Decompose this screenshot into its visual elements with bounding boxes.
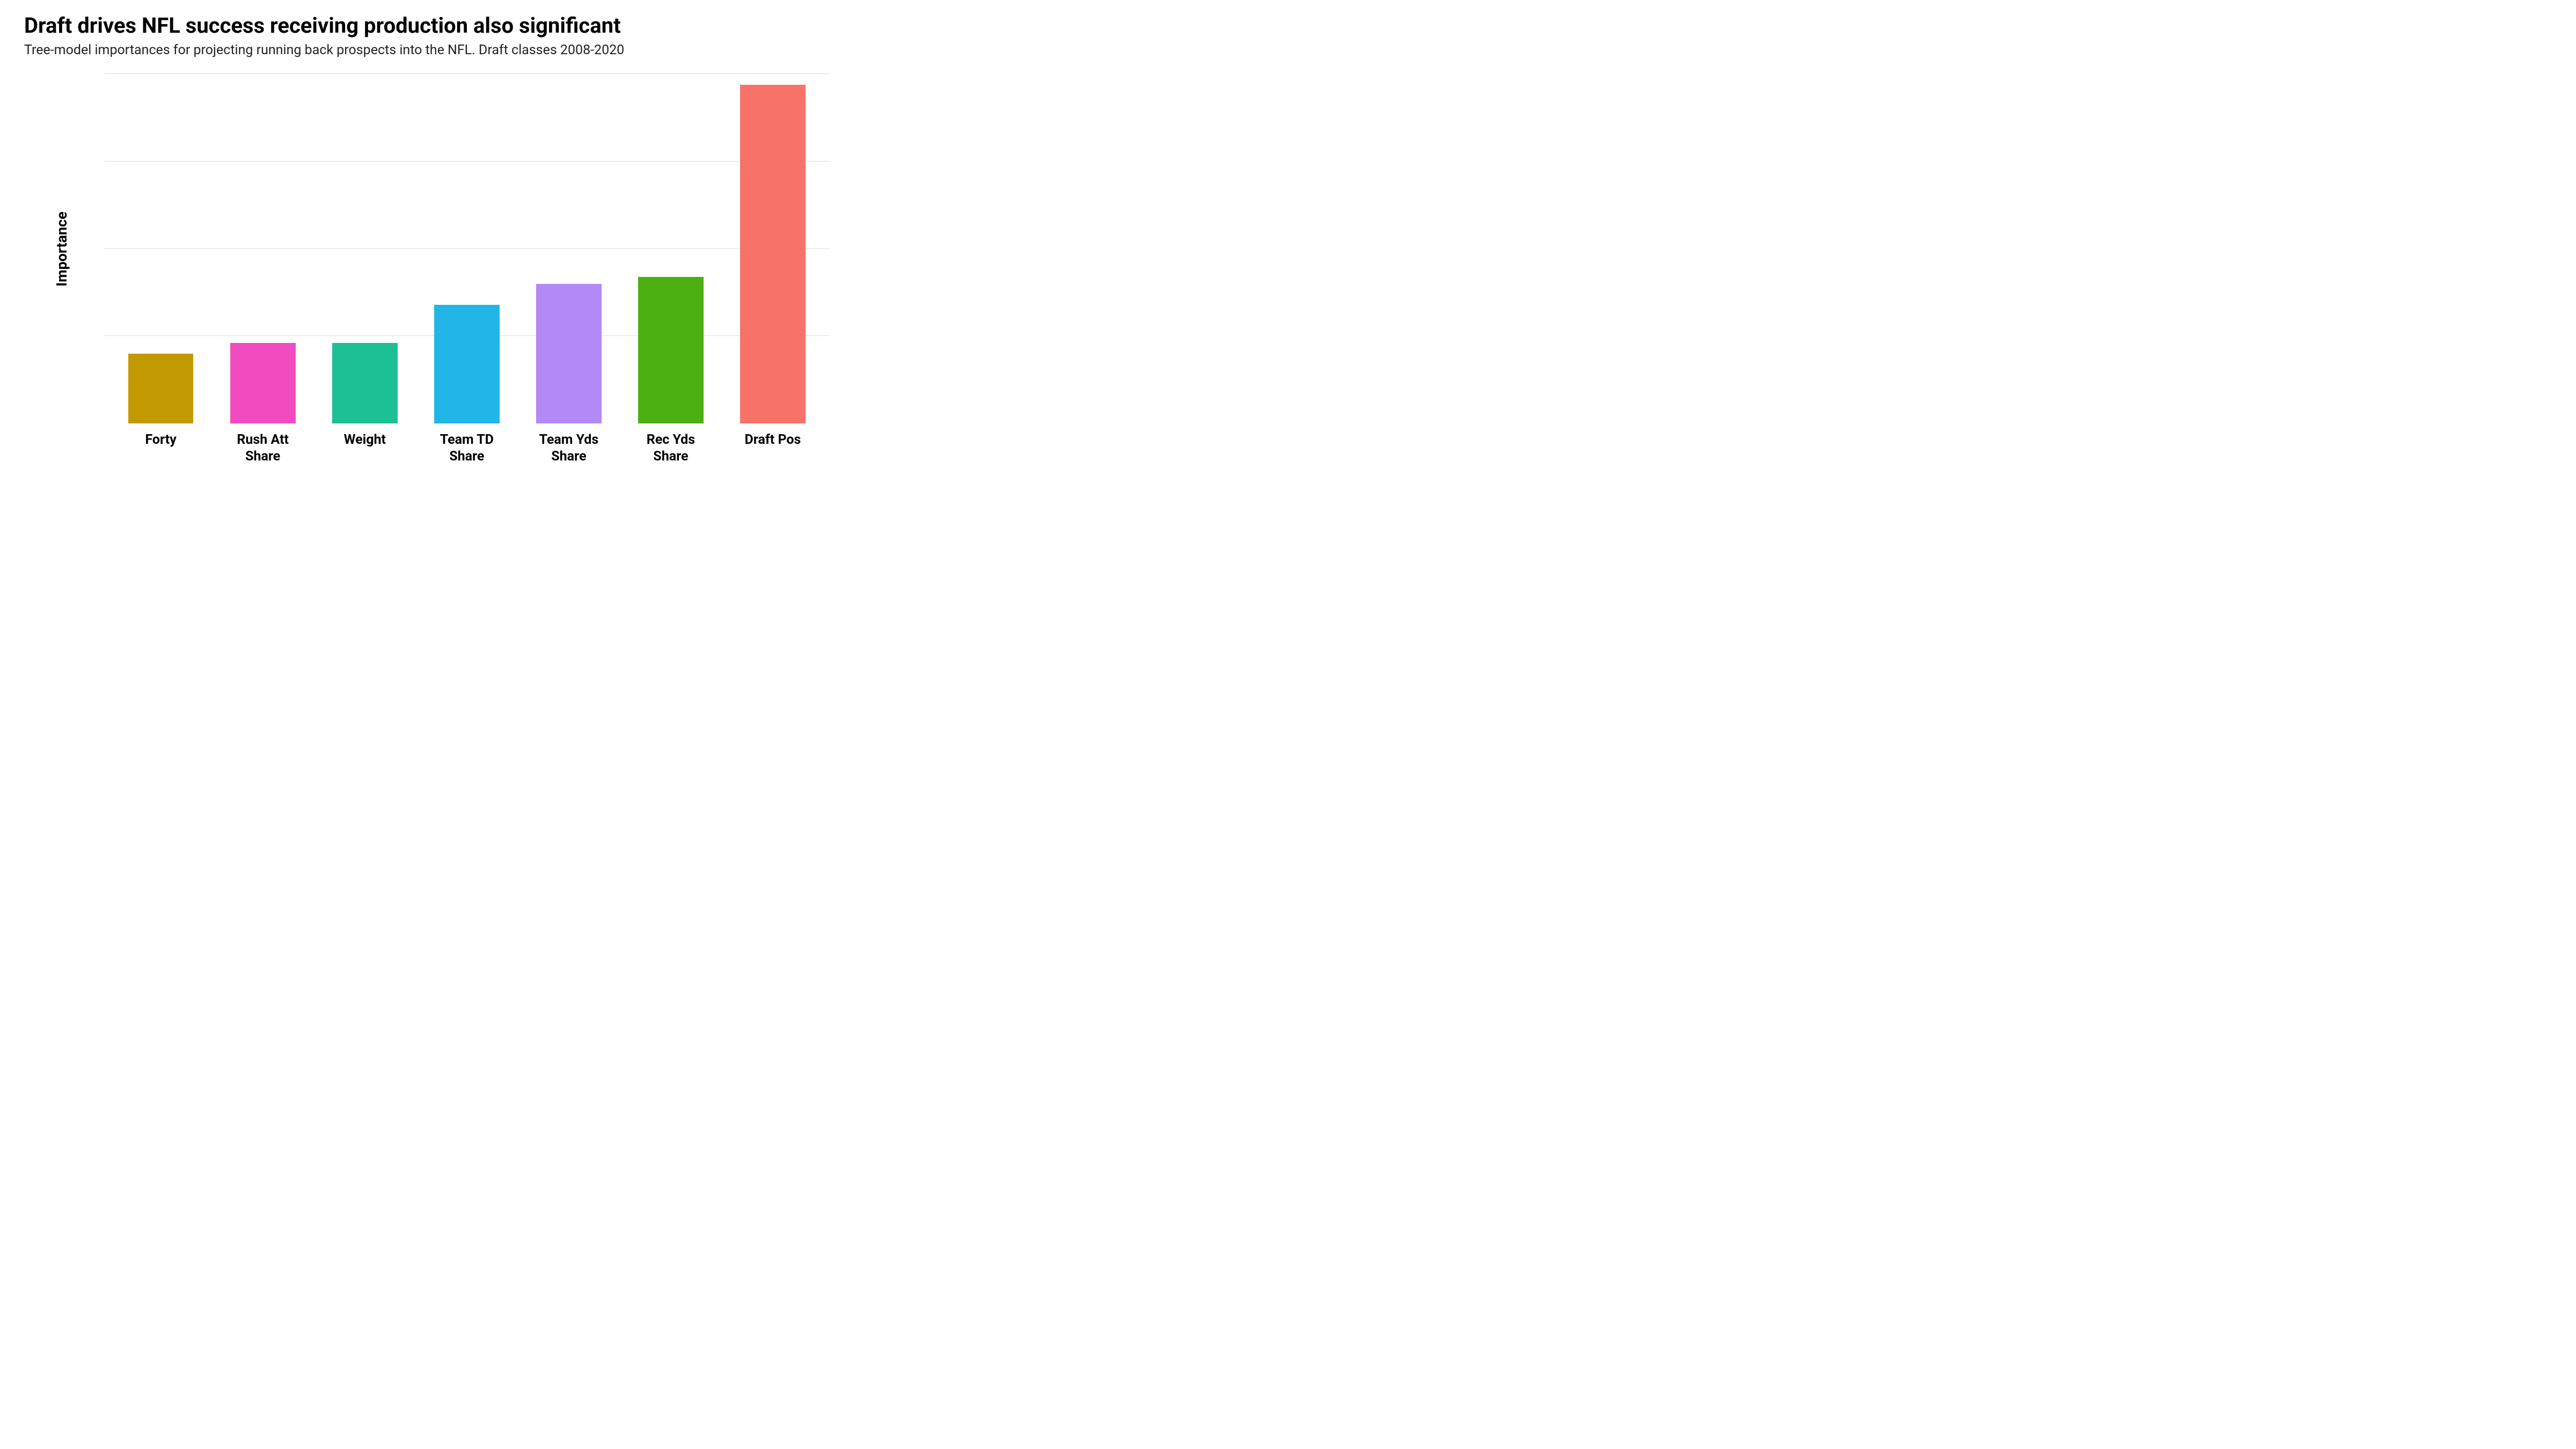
bar [332,343,398,423]
y-axis-label-wrap: Importance [24,74,99,472]
chart-area: Importance FortyRush Att ShareWeightTeam… [24,74,835,472]
x-axis-label: Team Yds Share [518,431,620,472]
bar-slot [620,74,722,423]
x-axis-label: Rush Att Share [212,431,314,472]
bar-slot [212,74,314,423]
x-axis-label: Rec Yds Share [620,431,722,472]
x-axis-labels: FortyRush Att ShareWeightTeam TD ShareTe… [105,424,829,472]
bar [638,277,704,423]
x-axis-label: Team TD Share [416,431,518,472]
x-axis-label: Draft Pos [722,431,824,472]
bar [740,85,806,423]
bar-slot [110,74,212,423]
bar [230,343,296,423]
plot-wrap: FortyRush Att ShareWeightTeam TD ShareTe… [99,74,835,472]
bar [128,354,194,423]
bar-slot [518,74,620,423]
bar-slot [722,74,824,423]
chart-container: Draft drives NFL success receiving produ… [0,0,859,483]
y-axis-label: Importance [53,211,70,287]
bar-slot [314,74,416,423]
chart-subtitle: Tree-model importances for projecting ru… [24,42,835,58]
plot [105,74,829,424]
bar-slot [416,74,518,423]
bar [536,284,602,423]
bars-group [105,74,829,423]
chart-title: Draft drives NFL success receiving produ… [24,13,835,38]
x-axis-label: Weight [314,431,416,472]
x-axis-label: Forty [110,431,212,472]
bar [434,305,500,423]
